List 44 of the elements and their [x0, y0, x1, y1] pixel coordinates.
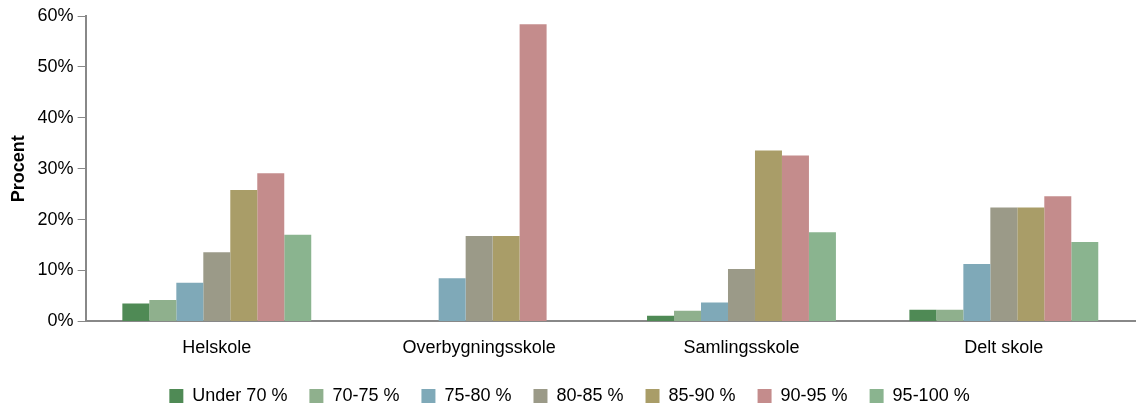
- bar: [230, 190, 258, 321]
- bar: [701, 302, 728, 321]
- bar: [122, 303, 150, 321]
- y-tick-label: 60%: [37, 4, 74, 25]
- x-tick-label: Helskole: [182, 337, 252, 358]
- bar: [519, 24, 547, 321]
- x-tick-label: Overbygningsskole: [402, 337, 556, 358]
- bar: [909, 309, 937, 321]
- bar: [936, 309, 964, 321]
- legend-label: 95-100 %: [892, 384, 970, 405]
- bar: [149, 300, 177, 321]
- bar: [492, 235, 520, 321]
- y-tick-label: 10%: [37, 259, 74, 280]
- bar: [808, 232, 836, 321]
- bar: [963, 263, 991, 321]
- legend-label: 70-75 %: [332, 384, 400, 405]
- y-tick-label: 50%: [37, 55, 74, 76]
- bar: [1071, 242, 1099, 321]
- y-tick-label: 30%: [37, 157, 74, 178]
- y-tick-label: 40%: [37, 106, 74, 127]
- y-axis-title: Procent: [7, 135, 28, 203]
- legend-label: Under 70 %: [192, 384, 288, 405]
- bar: [465, 235, 493, 321]
- y-tick-label: 0%: [47, 310, 74, 331]
- bar: [674, 310, 702, 321]
- bar: [1017, 207, 1045, 321]
- bar: [176, 282, 204, 321]
- x-tick-label: Samlingsskole: [683, 337, 800, 358]
- bar: [203, 252, 231, 321]
- bar: [781, 155, 809, 321]
- bar: [257, 173, 285, 321]
- legend-label: 75-80 %: [444, 384, 512, 405]
- bar: [990, 207, 1018, 321]
- y-tick-label: 20%: [37, 208, 74, 229]
- bar: [727, 268, 755, 321]
- legend-label: 85-90 %: [668, 384, 736, 405]
- x-tick-label: Delt skole: [964, 337, 1044, 358]
- bar: [647, 315, 675, 321]
- bar: [438, 278, 466, 321]
- bar: [1044, 196, 1072, 321]
- bar: [284, 234, 312, 321]
- bar: [754, 150, 782, 321]
- legend-label: 80-85 %: [556, 384, 624, 405]
- legend-label: 90-95 %: [780, 384, 848, 405]
